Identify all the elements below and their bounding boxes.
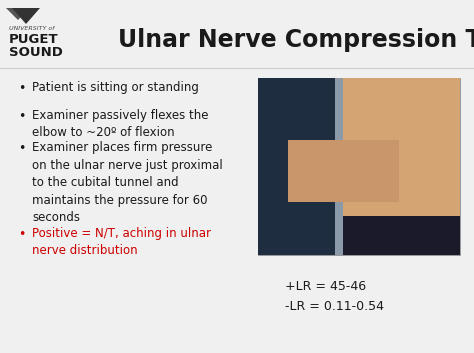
- Polygon shape: [12, 8, 40, 24]
- FancyBboxPatch shape: [258, 78, 335, 255]
- Text: PUGET: PUGET: [9, 33, 59, 46]
- Text: Patient is sitting or standing: Patient is sitting or standing: [32, 81, 199, 94]
- Text: Examiner places firm pressure
on the ulnar nerve just proximal
to the cubital tu: Examiner places firm pressure on the uln…: [32, 141, 223, 224]
- Text: •: •: [18, 110, 26, 123]
- Text: •: •: [18, 82, 26, 95]
- Text: Examiner passively flexes the
elbow to ~20º of flexion: Examiner passively flexes the elbow to ~…: [32, 109, 209, 139]
- Text: +LR = 45-46: +LR = 45-46: [285, 280, 366, 293]
- Text: SOUND: SOUND: [9, 46, 63, 59]
- Text: UNIVERSITY of: UNIVERSITY of: [9, 26, 55, 31]
- Text: •: •: [18, 142, 26, 155]
- Polygon shape: [6, 8, 30, 20]
- FancyBboxPatch shape: [258, 78, 460, 255]
- Text: •: •: [18, 228, 26, 241]
- Text: Positive = N/T, aching in ulnar
nerve distribution: Positive = N/T, aching in ulnar nerve di…: [32, 227, 211, 257]
- FancyBboxPatch shape: [343, 78, 460, 255]
- Text: -LR = 0.11-0.54: -LR = 0.11-0.54: [285, 300, 384, 313]
- Text: Ulnar Nerve Compression Test: Ulnar Nerve Compression Test: [118, 28, 474, 52]
- FancyBboxPatch shape: [343, 216, 460, 255]
- FancyBboxPatch shape: [288, 140, 400, 202]
